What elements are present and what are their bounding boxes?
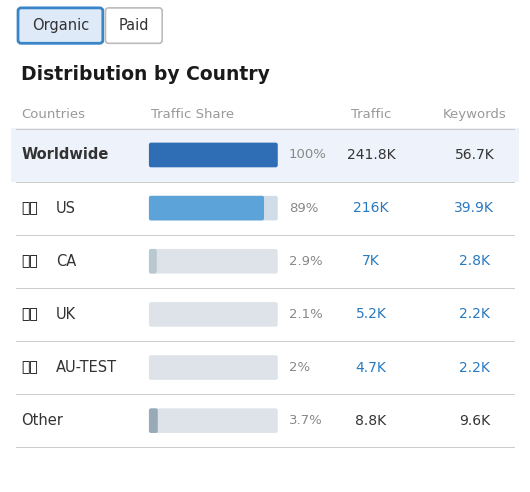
Text: Distribution by Country: Distribution by Country: [21, 65, 270, 84]
Text: 2.2K: 2.2K: [459, 308, 490, 321]
Text: AU-TEST: AU-TEST: [56, 360, 117, 375]
Text: 2.2K: 2.2K: [459, 361, 490, 374]
Text: Traffic Share: Traffic Share: [151, 108, 234, 121]
FancyBboxPatch shape: [149, 196, 278, 220]
FancyBboxPatch shape: [149, 408, 278, 433]
Text: US: US: [56, 201, 76, 215]
FancyBboxPatch shape: [149, 302, 278, 327]
FancyBboxPatch shape: [18, 8, 103, 43]
FancyBboxPatch shape: [149, 143, 278, 167]
Text: Traffic: Traffic: [351, 108, 391, 121]
Text: 89%: 89%: [289, 202, 318, 215]
Text: 5.2K: 5.2K: [356, 308, 386, 321]
FancyBboxPatch shape: [149, 249, 157, 274]
Text: 3.7%: 3.7%: [289, 414, 323, 427]
Text: Keywords: Keywords: [443, 108, 506, 121]
Text: UK: UK: [56, 307, 76, 322]
Text: 2.8K: 2.8K: [459, 254, 490, 268]
Text: 241.8K: 241.8K: [347, 148, 395, 162]
Text: 🇬🇧: 🇬🇧: [21, 308, 38, 321]
Text: 🇦🇺: 🇦🇺: [21, 361, 38, 374]
Text: 2%: 2%: [289, 361, 310, 374]
Text: Other: Other: [21, 413, 63, 428]
Text: Organic: Organic: [32, 18, 89, 33]
FancyBboxPatch shape: [105, 8, 162, 43]
Text: 7K: 7K: [362, 254, 380, 268]
Text: 🇺🇸: 🇺🇸: [21, 201, 38, 215]
Text: 🇨🇦: 🇨🇦: [21, 254, 38, 268]
Text: Worldwide: Worldwide: [21, 148, 109, 162]
Text: Countries: Countries: [21, 108, 85, 121]
Text: 2.1%: 2.1%: [289, 308, 323, 321]
Text: 216K: 216K: [354, 201, 388, 215]
Text: 39.9K: 39.9K: [454, 201, 494, 215]
Text: 9.6K: 9.6K: [459, 414, 490, 428]
Text: 56.7K: 56.7K: [455, 148, 494, 162]
Text: 100%: 100%: [289, 149, 326, 161]
Text: 4.7K: 4.7K: [356, 361, 386, 374]
Text: CA: CA: [56, 254, 76, 269]
FancyBboxPatch shape: [149, 196, 264, 220]
Text: Paid: Paid: [119, 18, 149, 33]
FancyBboxPatch shape: [149, 355, 278, 380]
Text: 8.8K: 8.8K: [356, 414, 386, 428]
Text: 2.9%: 2.9%: [289, 255, 322, 268]
FancyBboxPatch shape: [149, 408, 158, 433]
FancyBboxPatch shape: [149, 249, 278, 274]
FancyBboxPatch shape: [149, 143, 278, 167]
FancyBboxPatch shape: [11, 128, 519, 182]
